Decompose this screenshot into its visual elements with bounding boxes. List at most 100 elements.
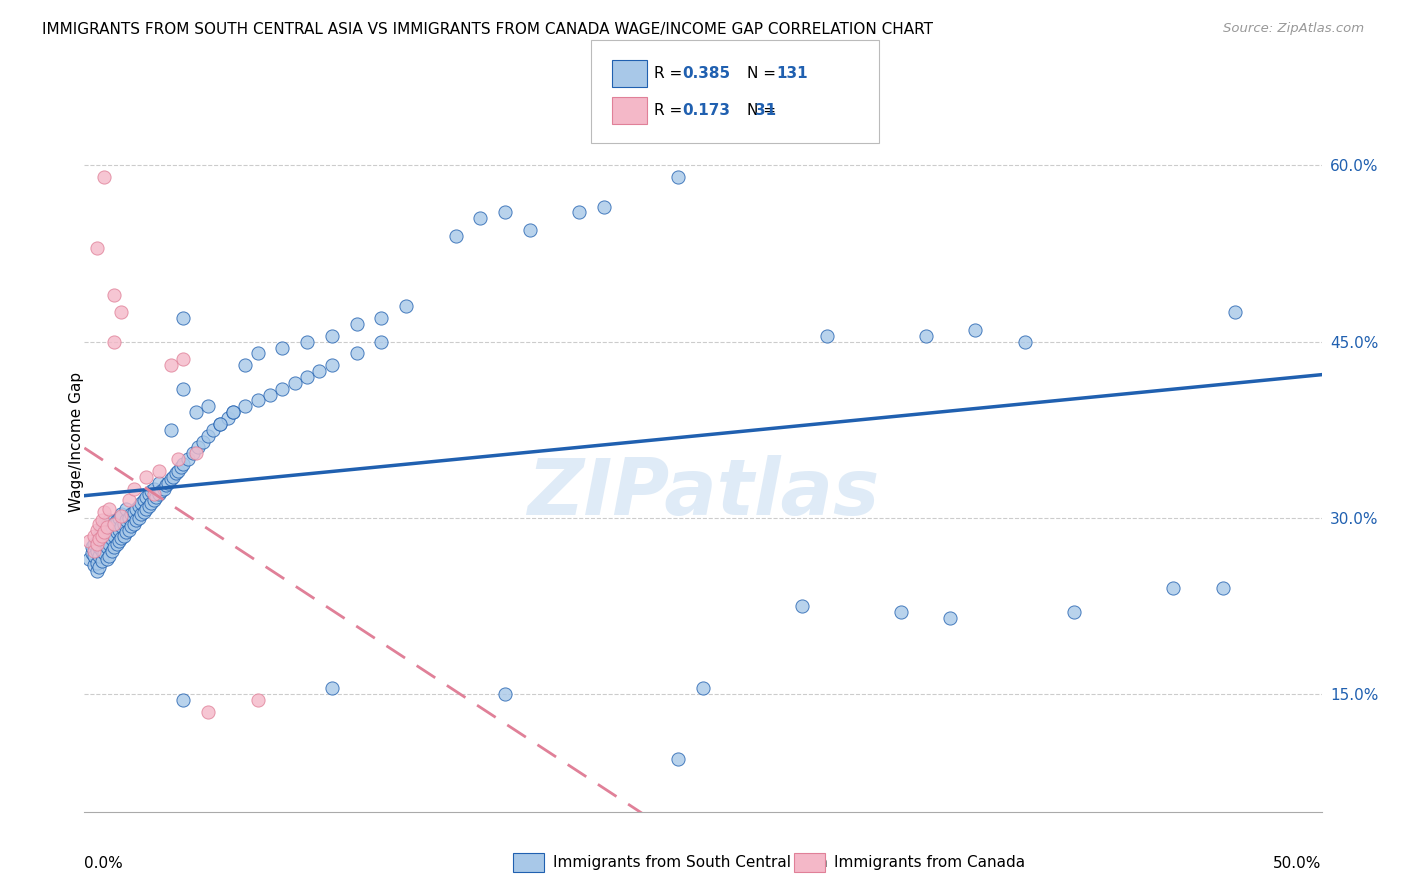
Point [86,564,108,578]
Point [115,524,138,539]
Point [90,513,112,527]
Point [1014,334,1036,349]
Point [395,299,418,313]
Text: R =: R = [654,66,688,80]
Text: 0.0%: 0.0% [84,856,124,871]
Point [115,513,138,527]
Point [890,605,912,619]
Point [90,544,112,558]
Point [110,305,132,319]
Point [83,528,105,542]
Point [80,541,103,555]
Point [108,534,131,549]
Point [135,490,157,504]
Point [93,546,115,560]
Point [103,516,125,531]
Point [965,323,987,337]
Point [815,328,838,343]
Point [100,532,122,546]
Point [86,534,108,549]
Point [110,519,132,533]
Point [209,417,232,431]
Point [83,549,105,563]
Point [172,457,194,471]
Point [181,446,204,460]
Point [346,346,368,360]
Point [110,531,132,545]
Point [90,528,112,542]
Point [103,541,125,555]
Point [308,364,330,378]
Point [118,493,141,508]
Point [160,358,183,372]
Point [142,493,165,508]
Point [132,493,155,508]
Point [93,505,115,519]
Point [108,523,131,537]
Point [197,705,219,719]
Point [128,499,150,513]
Text: N =: N = [747,103,780,118]
Point [112,528,135,542]
Point [271,382,294,396]
Point [90,554,112,568]
Point [370,311,392,326]
Point [666,752,689,766]
Point [197,428,219,442]
Point [148,464,170,478]
Point [108,511,131,525]
Point [103,516,125,531]
Point [89,541,111,555]
Point [321,681,343,696]
Point [172,693,194,707]
Point [118,523,141,537]
Point [86,241,108,255]
Point [284,376,307,390]
Point [138,487,160,501]
Point [86,537,108,551]
Point [86,556,108,570]
Point [98,524,121,539]
Point [142,487,165,501]
Point [494,205,516,219]
Point [122,516,145,531]
Point [93,524,115,539]
Point [295,370,318,384]
Point [295,334,318,349]
Text: IMMIGRANTS FROM SOUTH CENTRAL ASIA VS IMMIGRANTS FROM CANADA WAGE/INCOME GAP COR: IMMIGRANTS FROM SOUTH CENTRAL ASIA VS IM… [42,22,934,37]
Point [110,508,132,522]
Point [93,170,115,185]
Point [271,341,294,355]
Point [470,211,492,226]
Point [96,552,118,566]
Point [666,170,689,185]
Point [90,532,112,546]
Y-axis label: Wage/Income Gap: Wage/Income Gap [69,371,83,512]
Point [202,423,225,437]
Point [222,405,245,419]
Point [105,537,128,551]
Point [145,490,167,504]
Point [165,467,187,481]
Point [568,205,591,219]
Point [170,460,193,475]
Point [233,358,256,372]
Point [125,501,148,516]
Point [321,358,343,372]
Point [162,470,184,484]
Point [157,475,180,490]
Point [79,552,101,566]
Point [155,478,177,492]
Text: 0.173: 0.173 [682,103,730,118]
Point [172,382,194,396]
Point [246,693,269,707]
Point [89,516,111,531]
Point [98,549,121,563]
Point [135,470,157,484]
Point [125,513,148,527]
Text: 50.0%: 50.0% [1274,856,1322,871]
Point [86,523,108,537]
Point [197,399,219,413]
Point [135,501,157,516]
Point [177,452,200,467]
